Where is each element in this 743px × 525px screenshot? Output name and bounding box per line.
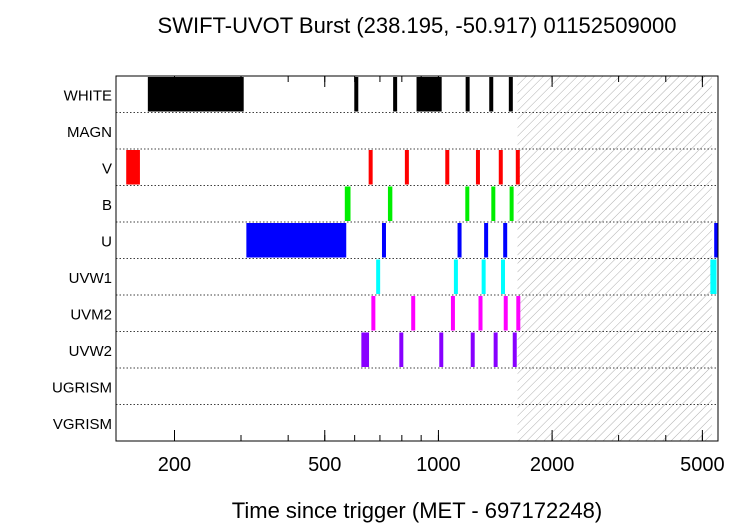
exposure-white	[489, 77, 494, 112]
chart-title: SWIFT-UVOT Burst (238.195, -50.917) 0115…	[158, 13, 677, 38]
exposure-b	[509, 186, 514, 221]
exposure-u	[246, 223, 347, 258]
exposure-b	[344, 186, 351, 221]
exposure-uvw2	[493, 332, 498, 367]
exposure-uvw2	[439, 332, 444, 367]
exposure-u	[381, 223, 386, 258]
exposure-v	[475, 150, 480, 185]
exposure-uvw2	[512, 332, 517, 367]
plot-area: WHITE MAGN V B U UVW1 UVM2 UVW2 UGRISM VGRISM 200 5…	[52, 75, 725, 476]
exposure-v	[126, 150, 140, 185]
exposure-uvm2	[478, 296, 483, 331]
band-label-ugrism: UGRISM	[52, 379, 112, 396]
x-axis-label: Time since trigger (MET - 697172248)	[232, 498, 603, 523]
band-label-v: V	[102, 160, 112, 177]
plot-frame	[115, 75, 719, 442]
exposure-uvm2	[371, 296, 376, 331]
exposure-uvw1	[481, 259, 486, 294]
exposure-u	[484, 223, 489, 258]
band-label-uvm2: UVM2	[70, 306, 112, 323]
exposure-uvm2	[503, 296, 508, 331]
band-label-uvw2: UVW2	[69, 343, 112, 360]
band-label-u: U	[101, 233, 112, 250]
exposure-v	[498, 150, 503, 185]
exposure-uvw1	[376, 259, 381, 294]
exposure-uvw1	[500, 259, 505, 294]
x-tick-label: 5000	[680, 454, 725, 476]
exposure-uvw2	[470, 332, 475, 367]
exposure-v	[368, 150, 373, 185]
exposure-white	[147, 77, 244, 112]
exposure-uvw2	[399, 332, 404, 367]
exposure-b	[465, 186, 470, 221]
exposure-uvw1	[453, 259, 458, 294]
exposure-uvm2	[411, 296, 416, 331]
x-tick-label: 2000	[530, 454, 575, 476]
band-label-vgrism: VGRISM	[53, 416, 112, 433]
band-label-magn: MAGN	[67, 124, 112, 141]
exposure-u	[457, 223, 462, 258]
band-label-white: WHITE	[64, 87, 112, 104]
x-tick-label: 500	[308, 454, 341, 476]
exposure-b	[387, 186, 393, 221]
exposure-white	[416, 77, 442, 112]
exposure-white	[465, 77, 470, 112]
exposure-v	[515, 150, 520, 185]
exposure-b	[491, 186, 496, 221]
exposure-u	[503, 223, 508, 258]
x-tick-label: 200	[158, 454, 191, 476]
exposure-uvm2	[450, 296, 455, 331]
x-tick-label: 1000	[416, 454, 461, 476]
exposure-white	[508, 77, 513, 112]
exposure-white	[354, 77, 359, 112]
band-label-b: B	[102, 197, 112, 214]
exposure-white	[393, 77, 398, 112]
exposure-uvw2	[361, 332, 370, 367]
exposure-uvm2	[516, 296, 521, 331]
exposure-v	[445, 150, 450, 185]
exposure-uvw1	[710, 259, 717, 294]
exposure-u	[714, 223, 719, 258]
band-label-uvw1: UVW1	[69, 270, 112, 287]
exposure-v	[404, 150, 409, 185]
